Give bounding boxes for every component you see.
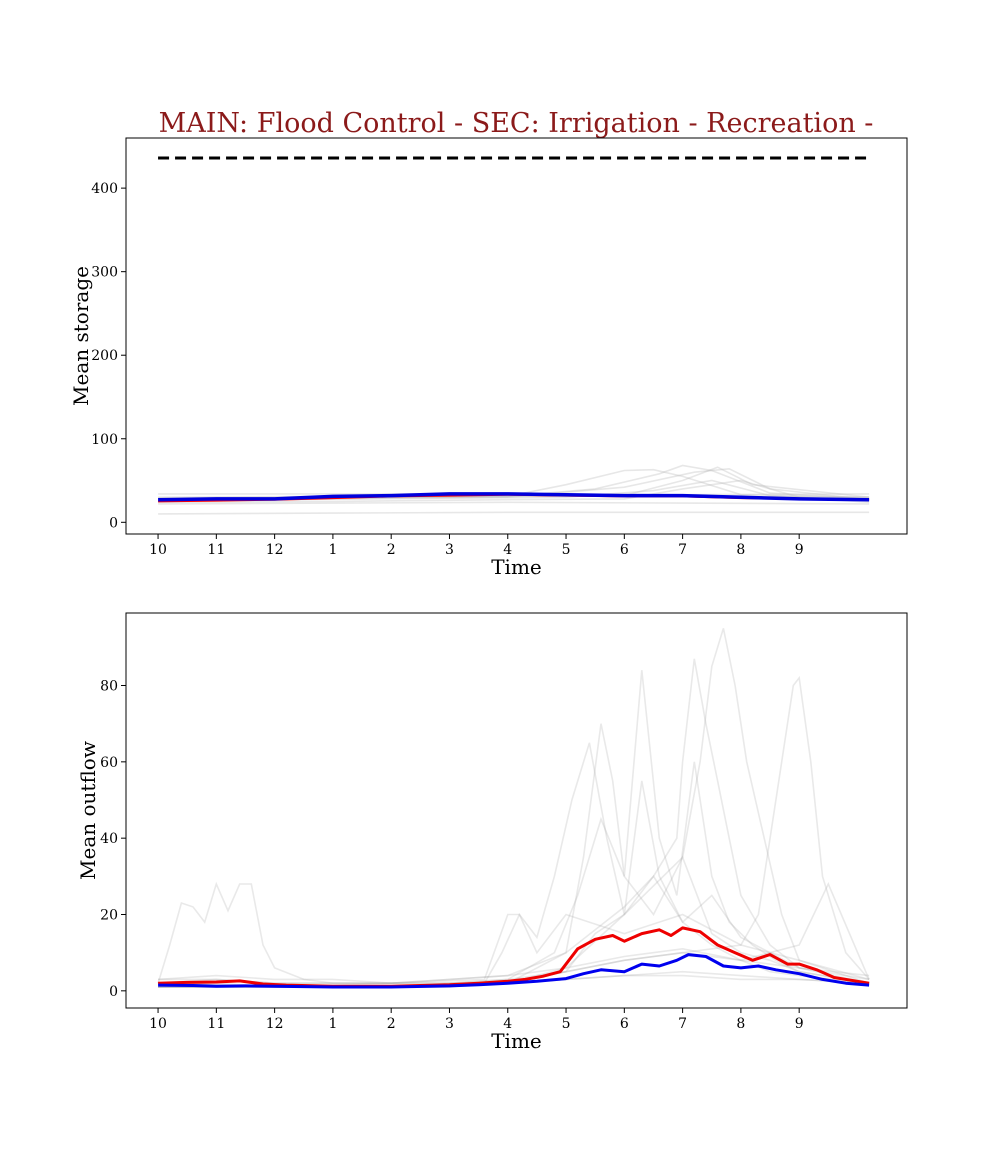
x-tick-label: 9 bbox=[795, 542, 804, 558]
x-tick-label: 12 bbox=[266, 1016, 284, 1032]
ensemble-trace bbox=[158, 501, 870, 505]
y-tick-label: 0 bbox=[109, 515, 118, 531]
x-tick-label: 7 bbox=[678, 542, 687, 558]
ensemble-trace bbox=[158, 658, 870, 988]
x-tick-label: 2 bbox=[387, 1016, 396, 1032]
x-tick-label: 3 bbox=[445, 1016, 454, 1032]
x-axis-label: Time bbox=[491, 555, 542, 579]
ensemble-trace bbox=[158, 882, 870, 984]
y-tick-label: 20 bbox=[100, 907, 118, 923]
x-axis-label: Time bbox=[491, 1029, 542, 1053]
y-axis-label: Mean storage bbox=[69, 266, 93, 406]
x-tick-label: 10 bbox=[149, 542, 167, 558]
y-tick-label: 300 bbox=[91, 265, 118, 281]
ensemble-trace bbox=[158, 511, 870, 515]
x-tick-label: 6 bbox=[620, 542, 629, 558]
ensemble-trace bbox=[158, 913, 870, 988]
x-tick-label: 4 bbox=[503, 1016, 512, 1032]
y-tick-label: 200 bbox=[91, 348, 118, 364]
x-tick-label: 1 bbox=[328, 1016, 337, 1032]
y-tick-label: 0 bbox=[109, 984, 118, 1000]
y-tick-label: 60 bbox=[100, 755, 118, 771]
x-tick-label: 2 bbox=[387, 542, 396, 558]
axes-frame bbox=[125, 137, 908, 535]
x-tick-label: 11 bbox=[207, 542, 225, 558]
plot-area bbox=[157, 628, 870, 989]
series-line-blue bbox=[158, 492, 870, 502]
x-tick-label: 5 bbox=[562, 1016, 571, 1032]
ensemble-trace bbox=[158, 947, 870, 985]
x-tick-label: 3 bbox=[445, 542, 454, 558]
y-tick-label: 80 bbox=[100, 679, 118, 695]
ensemble-trace bbox=[158, 816, 870, 988]
x-tick-label: 1 bbox=[328, 542, 337, 558]
ensemble-trace bbox=[158, 875, 870, 984]
y-axis-label: Mean outflow bbox=[76, 741, 100, 880]
x-tick-label: 9 bbox=[795, 1016, 804, 1032]
x-tick-label: 8 bbox=[736, 542, 745, 558]
x-tick-label: 5 bbox=[562, 542, 571, 558]
chart-title: MAIN: Flood Control - SEC: Irrigation - … bbox=[159, 108, 874, 139]
series-line-blue bbox=[158, 953, 870, 989]
x-tick-label: 7 bbox=[678, 1016, 687, 1032]
x-tick-label: 11 bbox=[207, 1016, 225, 1032]
y-tick-label: 400 bbox=[91, 181, 118, 197]
ensemble-trace bbox=[157, 881, 870, 984]
y-tick-label: 100 bbox=[91, 432, 118, 448]
x-tick-label: 6 bbox=[620, 1016, 629, 1032]
x-tick-label: 4 bbox=[503, 542, 512, 558]
y-tick-label: 40 bbox=[100, 831, 118, 847]
axes-frame bbox=[125, 612, 908, 1009]
plot-area bbox=[158, 156, 870, 515]
x-tick-label: 8 bbox=[736, 1016, 745, 1032]
x-tick-label: 12 bbox=[266, 542, 284, 558]
x-tick-label: 10 bbox=[149, 1016, 167, 1032]
